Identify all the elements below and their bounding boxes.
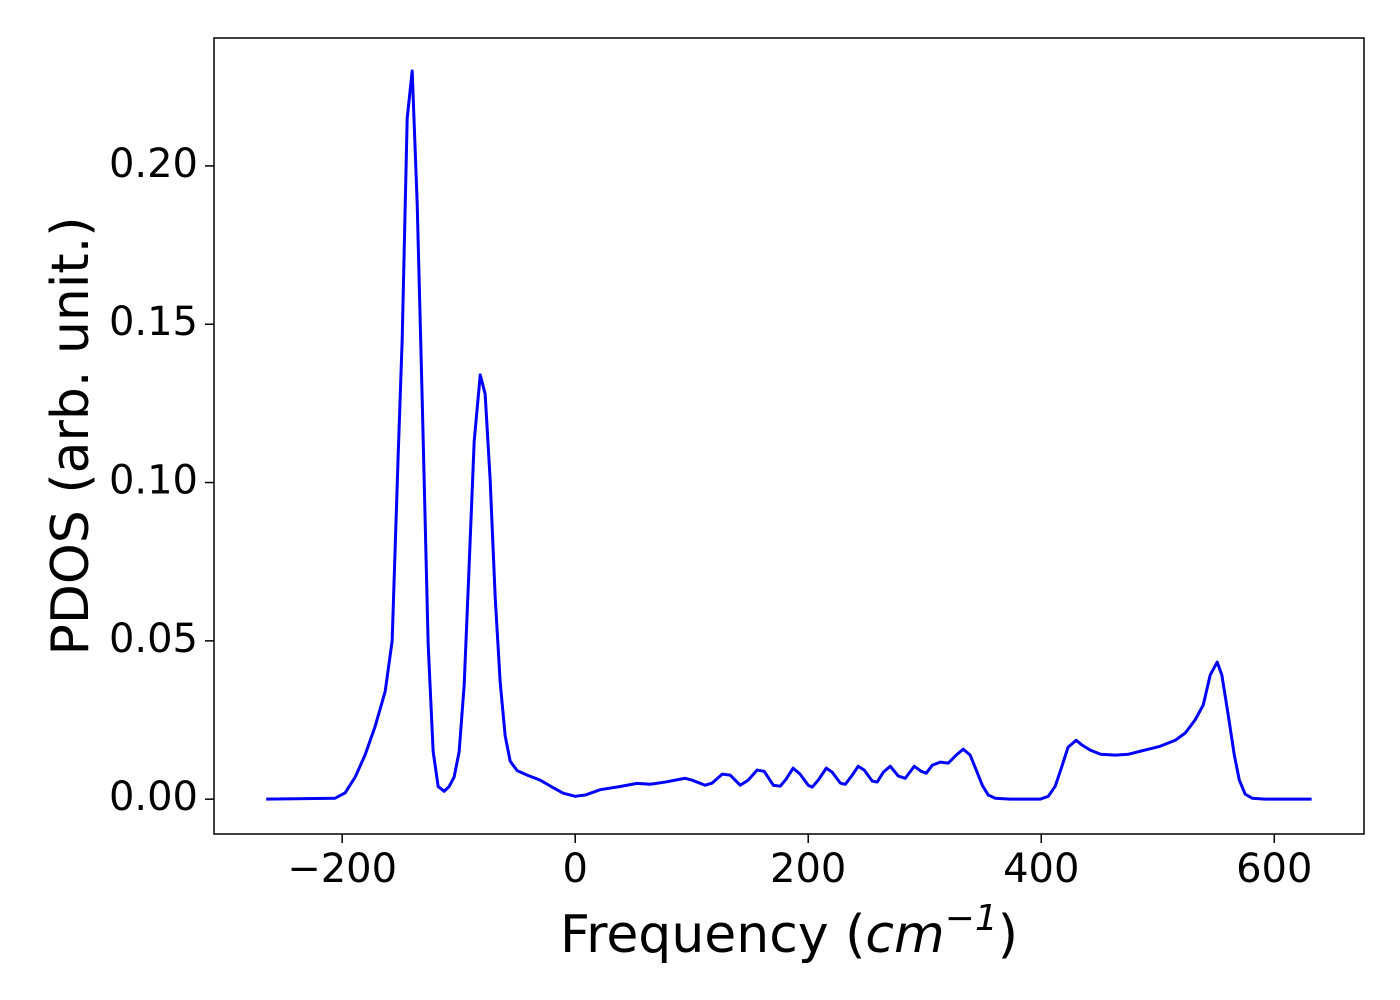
y-tick-label: 0.00: [109, 774, 198, 820]
plot-frame: [213, 37, 1365, 835]
x-label-end: ): [998, 905, 1018, 965]
line-series: [266, 69, 1312, 801]
x-tick-label: 200: [770, 846, 846, 892]
x-tick-label: −200: [287, 846, 397, 892]
x-tick-label: 600: [1236, 846, 1312, 892]
x-label-text: Frequency (: [560, 905, 865, 965]
y-tick-label: 0.20: [109, 141, 198, 187]
x-label-sup: −1: [945, 898, 998, 939]
x-label-math: cm: [865, 905, 944, 965]
y-tick-label: 0.05: [109, 616, 198, 662]
x-axis-label: Frequency (cm−1): [560, 898, 1018, 965]
y-tick-label: 0.15: [109, 299, 198, 345]
y-tick-label: 0.10: [109, 458, 198, 504]
y-axis-label: PDOS (arb. unit.): [41, 216, 101, 655]
x-tick-label: 400: [1003, 846, 1079, 892]
x-tick-label: 0: [562, 846, 587, 892]
